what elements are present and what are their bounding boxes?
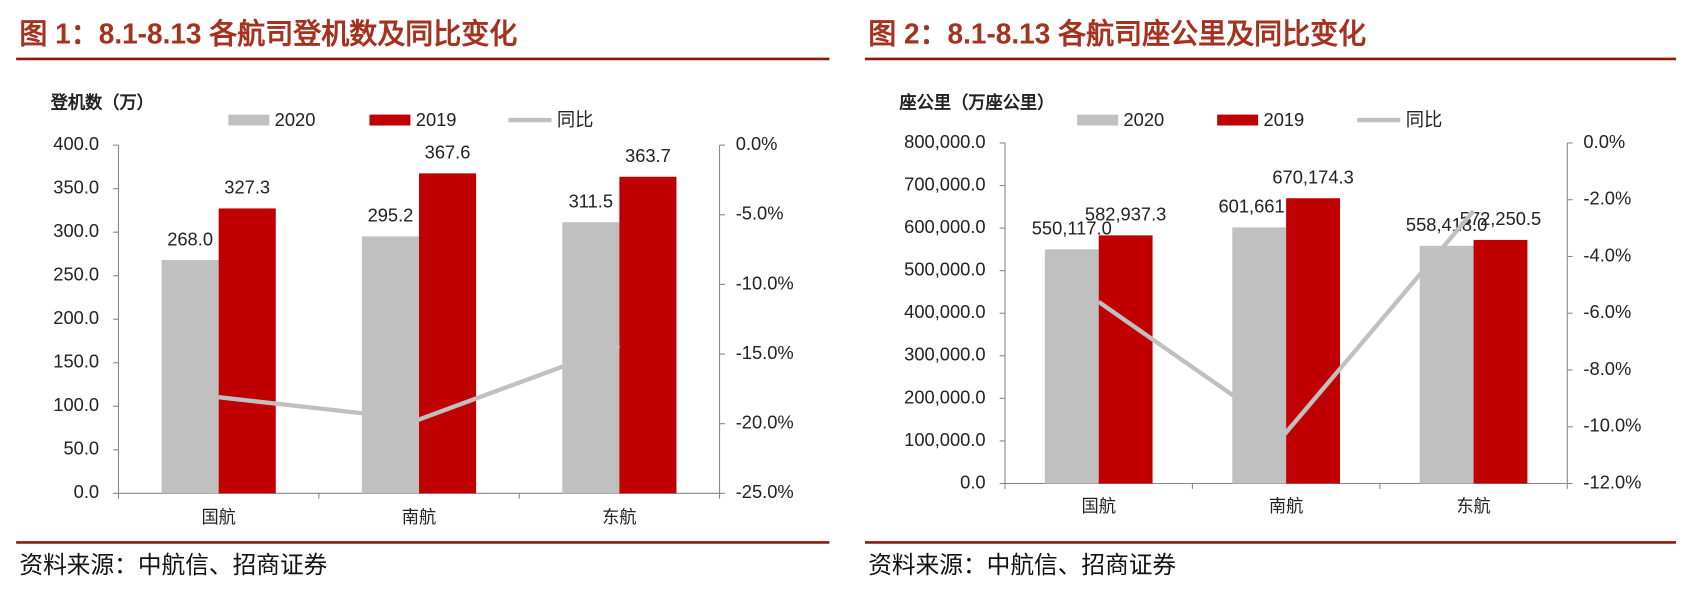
legend-swatch [369,114,411,126]
y-tick-label: 100.0 [53,394,99,415]
value-label: 327.3 [224,177,270,198]
y-tick-label: 400,000.0 [904,301,985,322]
legend-label: 2019 [416,109,457,130]
y2-tick-label: -10.0% [1583,415,1641,436]
bar [1286,198,1340,484]
y-tick-label: 800,000.0 [904,131,985,152]
line [1097,209,1476,436]
x-tick-label: 国航 [201,507,235,527]
y2-tick-label: 0.0% [1583,131,1625,152]
y2-tick-label: -25.0% [736,481,794,502]
y2-tick-label: -15.0% [736,342,794,363]
y2-tick-label: -20.0% [736,411,794,432]
value-label: 550,117.0 [1032,217,1112,238]
y-tick-label: 150.0 [53,351,99,372]
chart-title: 图 2：8.1-8.13 各航司座公里及同比变化 [868,17,1366,49]
value-label: 601,661.2 [1218,196,1299,217]
value-label: 268.0 [167,228,213,249]
value-label: 295.2 [368,205,414,226]
y-tick-label: 400.0 [53,133,99,154]
legend-swatch [1217,114,1259,126]
x-tick-label: 南航 [402,507,436,527]
y-tick-label: 250.0 [53,264,99,285]
value-label: 363.7 [625,145,671,166]
bar [1232,227,1287,484]
line [218,343,621,422]
y2-tick-label: 0.0% [736,133,778,154]
y2-tick-label: -6.0% [1583,301,1631,322]
legend-swatch [228,114,270,126]
y-axis-label: 登机数（万） [50,92,154,112]
y2-tick-label: -4.0% [1583,244,1631,265]
x-tick-label: 东航 [1456,496,1490,516]
chart-title: 图 1：8.1-8.13 各航司登机数及同比变化 [19,17,517,49]
y-tick-label: 500,000.0 [904,258,985,279]
bar [361,236,420,494]
value-label: 311.5 [569,190,613,211]
y-tick-label: 200.0 [53,307,99,328]
value-label: 367.6 [425,142,471,163]
value-label: 670,174.3 [1272,166,1353,187]
legend-label: 2019 [1264,109,1305,130]
bar [1098,235,1153,484]
bar [218,208,276,494]
bar [1473,239,1528,484]
y-tick-label: 50.0 [63,438,99,459]
y-tick-label: 0.0 [960,471,985,492]
y-tick-label: 300,000.0 [904,344,985,365]
y2-tick-label: -10.0% [736,272,794,293]
y-tick-label: 700,000.0 [904,173,985,194]
bar [1419,245,1474,484]
y-tick-label: 100,000.0 [904,429,985,450]
legend-label: 2020 [275,109,316,130]
x-tick-label: 国航 [1081,496,1115,516]
legend-swatch [1077,114,1119,126]
bar [619,176,677,494]
y-tick-label: 200,000.0 [904,386,985,407]
y2-tick-label: -8.0% [1583,358,1631,379]
y-axis-label: 座公里（万座公里） [898,92,1054,112]
legend-label: 2020 [1123,109,1164,130]
y-tick-label: 0.0 [74,481,99,502]
y-tick-label: 600,000.0 [904,216,985,237]
y-tick-label: 300.0 [53,220,99,241]
y-tick-label: 350.0 [53,176,99,197]
y2-tick-label: -2.0% [1583,188,1631,209]
bar [419,173,477,494]
x-tick-label: 东航 [602,507,636,527]
legend-label: 同比 [557,109,594,130]
bar [1044,249,1099,484]
y2-tick-label: -5.0% [736,203,784,224]
source: 资料来源：中航信、招商证券 [19,552,327,579]
source: 资料来源：中航信、招商证券 [868,552,1176,579]
value-label: 572,250.5 [1460,208,1541,229]
y2-tick-label: -12.0% [1583,471,1641,492]
x-tick-label: 南航 [1269,496,1303,516]
value-label: 582,937.3 [1085,204,1166,225]
legend-label: 同比 [1406,109,1443,130]
bar [161,260,219,494]
